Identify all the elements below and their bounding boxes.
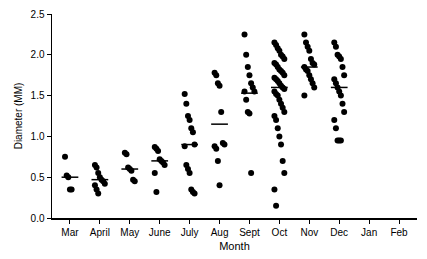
svg-text:2.0: 2.0 [31,49,45,60]
svg-text:Dec: Dec [330,227,348,238]
svg-text:Sept: Sept [239,227,260,238]
svg-text:1.5: 1.5 [31,90,45,101]
svg-text:Month: Month [219,240,250,252]
svg-text:1.0: 1.0 [31,131,45,142]
svg-text:July: July [181,227,199,238]
svg-text:0.0: 0.0 [31,213,45,224]
svg-text:Nov: Nov [300,227,318,238]
svg-text:Feb: Feb [390,227,408,238]
svg-text:Aug: Aug [211,227,229,238]
svg-text:May: May [120,227,139,238]
svg-text:Diameter (MM): Diameter (MM) [13,83,24,150]
svg-text:0.5: 0.5 [31,172,45,183]
svg-text:2.5: 2.5 [31,9,45,20]
svg-text:June: June [149,227,171,238]
svg-text:April: April [90,227,110,238]
svg-text:Mar: Mar [61,227,79,238]
svg-text:Jan: Jan [361,227,377,238]
svg-text:Oct: Oct [272,227,288,238]
